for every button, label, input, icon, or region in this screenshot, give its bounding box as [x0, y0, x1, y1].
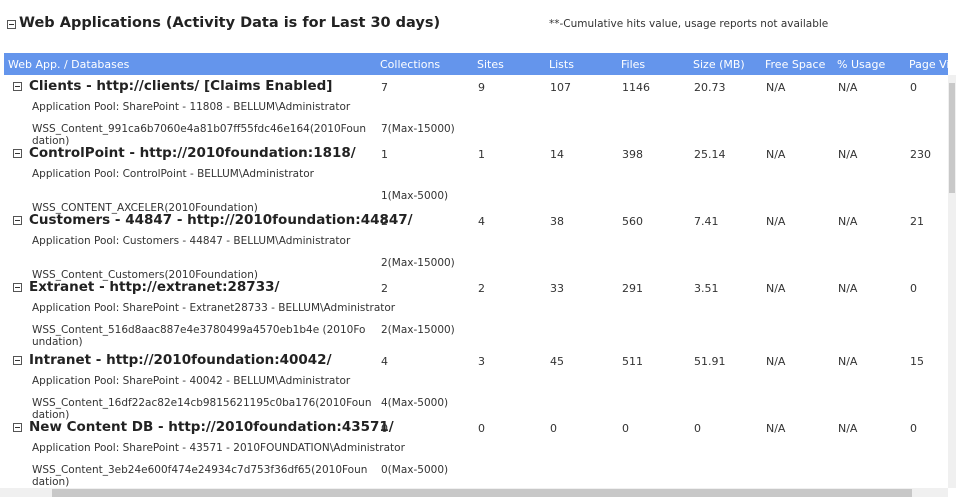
cell-value: N/A — [766, 148, 786, 161]
note: **-Cumulative hits value, usage reports … — [549, 18, 829, 30]
cell-value: 398 — [622, 148, 643, 161]
app-pool: Application Pool: SharePoint - 40042 - B… — [32, 375, 351, 387]
database: WSS_Content_3eb24e600f474e24934c7d753f36… — [32, 464, 368, 488]
cell-value: N/A — [766, 215, 786, 228]
db-collections: 2(Max-15000) — [381, 324, 455, 336]
expand-icon[interactable] — [13, 149, 22, 158]
cell-value: N/A — [766, 282, 786, 295]
web-app-name: Customers - 44847 - http://2010foundatio… — [29, 212, 413, 228]
app-pool: Application Pool: Customers - 44847 - BE… — [32, 235, 351, 247]
cell-value: 1146 — [622, 81, 650, 94]
v-scrollbar[interactable] — [948, 75, 956, 488]
db-collections: 0(Max-5000) — [381, 464, 449, 476]
table-header: Web App. / Databases Collections Sites List… — [4, 53, 948, 75]
cell-value: 15 — [910, 355, 924, 368]
column-header[interactable]: % Usage — [837, 58, 886, 71]
web-app-name: New Content DB - http://2010foundation:4… — [29, 419, 394, 435]
cell-value: 0 — [622, 422, 629, 435]
cell-value: 2 — [478, 282, 485, 295]
cell-value: 230 — [910, 148, 931, 161]
cell-value: 0 — [381, 422, 388, 435]
cell-value: 3 — [478, 355, 485, 368]
cell-value: 2 — [381, 215, 388, 228]
column-header[interactable]: Page Vie — [909, 58, 948, 71]
cell-value: 38 — [550, 215, 564, 228]
column-header[interactable]: Lists — [549, 58, 574, 71]
db-collections: 7(Max-15000) — [381, 123, 455, 135]
cell-value: N/A — [838, 215, 858, 228]
expand-icon[interactable] — [13, 356, 22, 365]
database: WSS_Content_991ca6b7060e4a81b07ff55fdc46… — [32, 123, 367, 147]
cell-value: 0 — [910, 81, 917, 94]
cell-value: 560 — [622, 215, 643, 228]
column-header[interactable]: Free Space — [765, 58, 826, 71]
db-collections: 1(Max-5000) — [381, 190, 449, 202]
web-app-name: ControlPoint - http://2010foundation:181… — [29, 145, 356, 161]
database: WSS_Content_16df22ac82e14cb9815621195c0b… — [32, 397, 372, 421]
column-header[interactable]: Files — [621, 58, 646, 71]
cell-value: 14 — [550, 148, 564, 161]
cell-value: 511 — [622, 355, 643, 368]
cell-value: 33 — [550, 282, 564, 295]
cell-value: 107 — [550, 81, 571, 94]
web-app-name: Intranet - http://2010foundation:40042/ — [29, 352, 332, 368]
cell-value: 0 — [910, 282, 917, 295]
cell-value: 4 — [478, 215, 485, 228]
app-pool: Application Pool: ControlPoint - BELLUM\… — [32, 168, 314, 180]
collapse-icon[interactable] — [7, 20, 16, 29]
cell-value: 1 — [478, 148, 485, 161]
app-pool: Application Pool: SharePoint - 43571 - 2… — [32, 442, 405, 454]
cell-value: 21 — [910, 215, 924, 228]
cell-value: 0 — [694, 422, 701, 435]
cell-value: 9 — [478, 81, 485, 94]
cell-value: N/A — [838, 81, 858, 94]
cell-value: N/A — [766, 81, 786, 94]
cell-value: 25.14 — [694, 148, 726, 161]
database: WSS_Content_516d8aac887e4e3780499a4570eb… — [32, 324, 366, 348]
database: WSS_Content_Customers(2010Foundation) — [32, 269, 258, 281]
web-app-name: Extranet - http://extranet:28733/ — [29, 279, 280, 295]
expand-icon[interactable] — [13, 82, 22, 91]
cell-value: N/A — [838, 282, 858, 295]
db-collections: 2(Max-15000) — [381, 257, 455, 269]
database: WSS_CONTENT_AXCELER(2010Foundation) — [32, 202, 258, 214]
cell-value: 4 — [381, 355, 388, 368]
cell-value: N/A — [838, 422, 858, 435]
cell-value: N/A — [838, 355, 858, 368]
cell-value: 3.51 — [694, 282, 719, 295]
cell-value: 0 — [478, 422, 485, 435]
app-pool: Application Pool: SharePoint - Extranet2… — [32, 302, 396, 314]
db-collections: 4(Max-5000) — [381, 397, 449, 409]
cell-value: N/A — [766, 355, 786, 368]
cell-value: 20.73 — [694, 81, 726, 94]
cell-value: 45 — [550, 355, 564, 368]
column-header[interactable]: Sites — [477, 58, 504, 71]
column-header[interactable]: Size (MB) — [693, 58, 745, 71]
cell-value: 7.41 — [694, 215, 719, 228]
expand-icon[interactable] — [13, 216, 22, 225]
cell-value: 51.91 — [694, 355, 726, 368]
cell-value: 0 — [550, 422, 557, 435]
cell-value: 0 — [910, 422, 917, 435]
app-pool: Application Pool: SharePoint - 11808 - B… — [32, 101, 351, 113]
web-app-name: Clients - http://clients/ [Claims Enable… — [29, 78, 333, 94]
cell-value: 2 — [381, 282, 388, 295]
cell-value: 291 — [622, 282, 643, 295]
expand-icon[interactable] — [13, 283, 22, 292]
cell-value: 7 — [381, 81, 388, 94]
cell-value: 1 — [381, 148, 388, 161]
cell-value: N/A — [766, 422, 786, 435]
column-header[interactable]: Web App. / Databases — [8, 58, 130, 71]
h-scrollbar[interactable] — [0, 488, 948, 497]
section-title: Web Applications (Activity Data is for L… — [19, 15, 441, 31]
column-header[interactable]: Collections — [380, 58, 441, 71]
cell-value: N/A — [838, 148, 858, 161]
expand-icon[interactable] — [13, 423, 22, 432]
